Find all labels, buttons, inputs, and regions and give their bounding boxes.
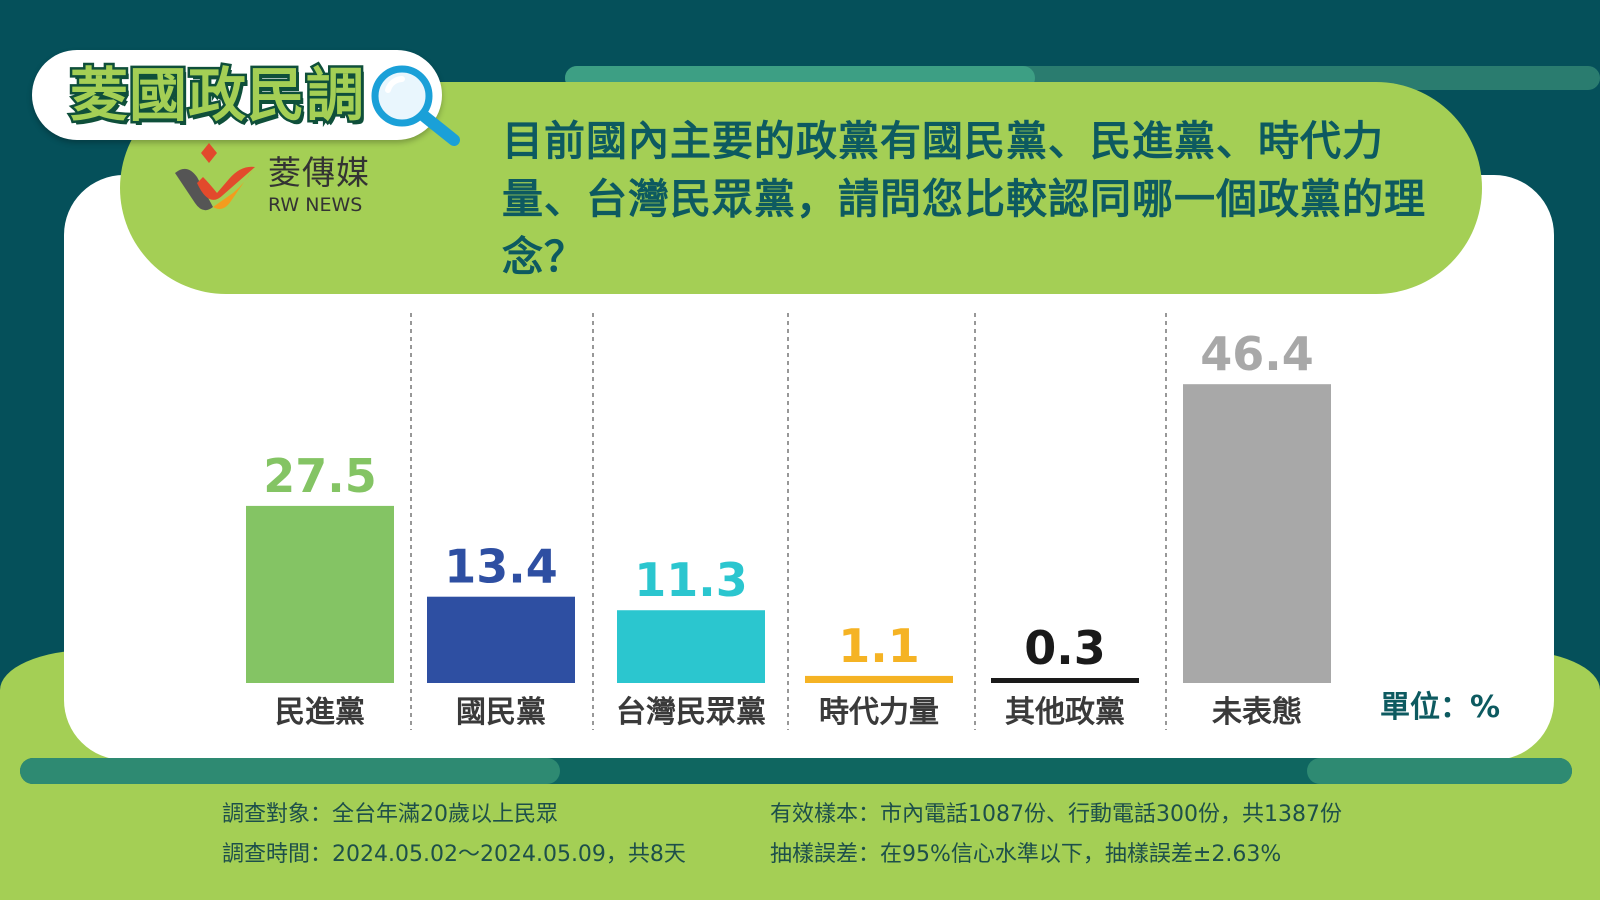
category-label-6: 未表態 <box>1212 695 1302 730</box>
bar-1 <box>246 505 394 683</box>
bar-3 <box>617 610 765 683</box>
bar-5 <box>991 678 1139 683</box>
bar-4 <box>805 675 953 683</box>
bar-6 <box>1183 384 1331 683</box>
category-label-2: 國民黨 <box>456 695 546 730</box>
value-label-2: 13.4 <box>444 540 558 594</box>
brand-title: 菱國政民調 <box>67 59 366 132</box>
value-label-5: 0.3 <box>1024 621 1106 675</box>
rw-news-logo-icon <box>175 143 255 211</box>
logo-chinese-text: 菱傳媒 <box>268 153 370 192</box>
logo-english-text: RW NEWS <box>268 194 363 216</box>
magnifier-icon <box>371 65 460 146</box>
footer-target: 調查對象：全台年滿20歲以上民眾 <box>222 802 558 827</box>
category-label-3: 台灣民眾黨 <box>616 695 766 730</box>
category-label-5: 其他政黨 <box>1005 695 1125 730</box>
value-label-6: 46.4 <box>1200 327 1314 381</box>
value-label-3: 11.3 <box>634 553 748 607</box>
value-label-4: 1.1 <box>838 619 920 673</box>
footer-sample: 有效樣本：市內電話1087份、行動電話300份，共1387份 <box>770 802 1342 827</box>
category-label-1: 民進黨 <box>275 695 365 730</box>
category-label-4: 時代力量 <box>819 695 939 730</box>
value-label-1: 27.5 <box>263 449 377 503</box>
footer-period: 調查時間：2024.05.02～2024.05.09，共8天 <box>222 842 686 867</box>
survey-question: 目前國內主要的政黨有國民黨、民進黨、時代力量、台灣民眾黨，請問您比較認同哪一個政… <box>502 117 1426 281</box>
unit-label: 單位：% <box>1380 690 1501 725</box>
decorative-bar-bottom <box>20 758 1572 784</box>
bar-2 <box>427 596 575 683</box>
footer-error: 抽樣誤差：在95%信心水準以下，抽樣誤差±2.63% <box>770 842 1282 867</box>
